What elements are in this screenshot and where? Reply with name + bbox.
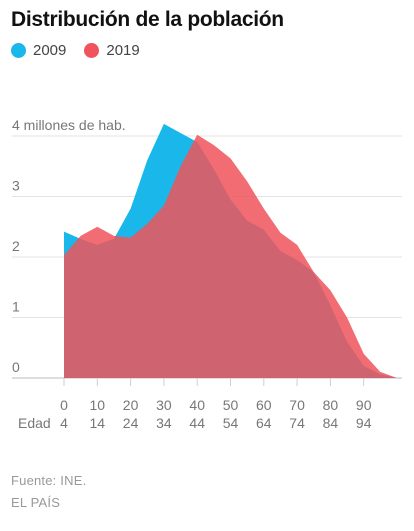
x-tick-label-start: 90 xyxy=(356,397,372,413)
x-tick-label-end: 74 xyxy=(289,415,305,431)
x-tick-label-end: 24 xyxy=(123,415,139,431)
legend-label-2009: 2009 xyxy=(33,42,67,59)
legend-swatch-2019 xyxy=(84,43,100,58)
x-tick-label-end: 84 xyxy=(323,415,339,431)
y-tick-label: 0 xyxy=(12,359,20,375)
y-tick-label: 4 millones de hab. xyxy=(12,117,126,133)
x-tick-label-end: 44 xyxy=(189,415,205,431)
x-tick-label-end: 94 xyxy=(356,415,372,431)
x-tick-label-start: 60 xyxy=(256,397,272,413)
legend-swatch-2009 xyxy=(11,43,26,58)
x-tick-label-end: 14 xyxy=(90,415,106,431)
chart-legend: 2009 2019 xyxy=(11,42,158,59)
x-tick-label-end: 34 xyxy=(156,415,172,431)
x-tick-label-end: 4 xyxy=(60,415,68,431)
x-tick-label-end: 54 xyxy=(223,415,239,431)
area-2019 xyxy=(64,134,397,378)
x-tick-label-start: 80 xyxy=(323,397,339,413)
x-tick-label-start: 0 xyxy=(60,397,68,413)
y-tick-label: 1 xyxy=(12,299,20,315)
y-tick-label: 2 xyxy=(12,238,20,254)
x-tick-label-start: 10 xyxy=(90,397,106,413)
x-tick-label-start: 70 xyxy=(289,397,305,413)
legend-label-2019: 2019 xyxy=(106,42,140,59)
x-tick-label-start: 50 xyxy=(223,397,239,413)
y-tick-label: 3 xyxy=(12,178,20,194)
x-tick-label-end: 64 xyxy=(256,415,272,431)
legend-item-2009: 2009 xyxy=(11,42,66,59)
x-tick-label-start: 30 xyxy=(156,397,172,413)
x-tick-label-start: 20 xyxy=(123,397,139,413)
x-axis-label: Edad xyxy=(18,415,51,431)
chart-title: Distribución de la población xyxy=(11,8,284,31)
legend-item-2019: 2019 xyxy=(84,42,140,59)
x-tick-label-start: 40 xyxy=(189,397,205,413)
publisher-credit: EL PAÍS xyxy=(11,495,61,510)
source-note: Fuente: INE. xyxy=(11,473,87,488)
